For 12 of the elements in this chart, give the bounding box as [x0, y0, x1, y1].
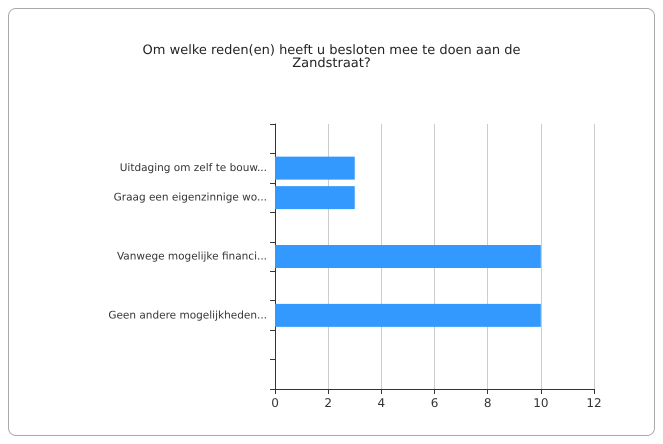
x-tick-label: 4	[378, 396, 386, 410]
y-tick-label: Uitdaging om zelf te bouw...	[120, 162, 267, 174]
x-tick-label: 12	[586, 396, 602, 410]
y-tick-label: Geen andere mogelijkheden...	[108, 309, 267, 322]
x-tick-label: 6	[430, 396, 438, 410]
x-tick-label: 0	[271, 396, 279, 410]
y-tick-label: Graag een eigenzinnige wo...	[114, 192, 267, 204]
y-tick-label: Vanwege mogelijke financi...	[116, 250, 267, 262]
x-tick-label: 8	[484, 396, 492, 410]
x-tick-label: 10	[533, 396, 548, 410]
chart-title: Om welke reden(en) heeft u besloten mee te doen aan de Zandstraat?	[142, 43, 520, 71]
x-tick-label: 2	[324, 396, 332, 410]
